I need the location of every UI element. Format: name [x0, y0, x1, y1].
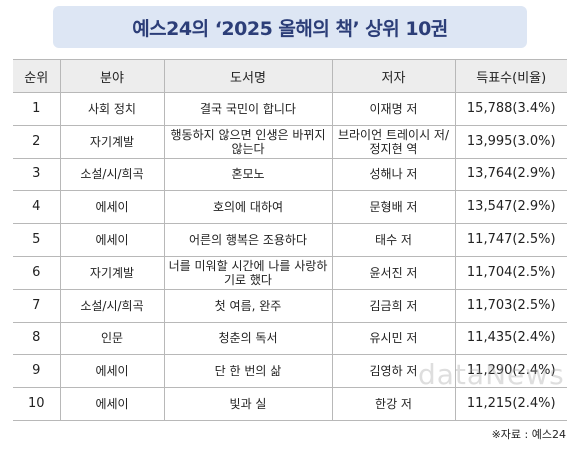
cell-author: 한강 저	[331, 387, 456, 421]
table-row: 1 사회 정치 결국 국민이 합니다 이재명 저 15,788(3.4%)	[13, 92, 567, 126]
cell-rank: 5	[13, 223, 61, 257]
cell-votes: 11,703(2.5%)	[454, 288, 567, 323]
cell-author: 태수 저	[331, 223, 456, 257]
cell-genre: 자기계발	[59, 255, 165, 290]
cell-genre: 인문	[59, 321, 165, 356]
cell-rank: 10	[13, 387, 61, 421]
page-title: 예스24의 ‘2025 올해의 책’ 상위 10권	[132, 17, 448, 40]
cell-book: 단 한 번의 삶	[163, 354, 333, 389]
cell-votes: 11,704(2.5%)	[454, 255, 567, 290]
cell-rank: 1	[13, 92, 61, 126]
cell-book: 결국 국민이 합니다	[163, 92, 333, 126]
cell-genre: 소설/시/희곡	[59, 288, 165, 323]
cell-rank: 2	[13, 124, 61, 159]
table-row: 10 에세이 빛과 실 한강 저 11,215(2.4%)	[13, 387, 567, 421]
table-row: 3 소설/시/희곡 혼모노 성해나 저 13,764(2.9%)	[13, 157, 567, 192]
cell-book: 행동하지 않으면 인생은 바뀌지 않는다	[163, 124, 333, 159]
cell-genre: 에세이	[59, 354, 165, 389]
cell-genre: 에세이	[59, 190, 165, 225]
cell-book: 너를 미워할 시간에 나를 사랑하기로 했다	[163, 255, 333, 290]
cell-rank: 3	[13, 157, 61, 192]
cell-votes: 13,995(3.0%)	[454, 124, 567, 159]
cell-votes: 11,747(2.5%)	[454, 223, 567, 257]
watermark-logo: dataNews	[418, 358, 565, 391]
cell-author: 김영하 저	[331, 354, 456, 389]
table-row: 2 자기계발 행동하지 않으면 인생은 바뀌지 않는다 브라이언 트레이시 저/…	[13, 124, 567, 159]
cell-votes: 11,435(2.4%)	[454, 321, 567, 356]
cell-author: 윤서진 저	[331, 255, 456, 290]
cell-book: 호의에 대하여	[163, 190, 333, 225]
cell-rank: 8	[13, 321, 61, 356]
cell-rank: 7	[13, 288, 61, 323]
table-row: 7 소설/시/희곡 첫 여름, 완주 김금희 저 11,703(2.5%)	[13, 288, 567, 323]
cell-votes: 15,788(3.4%)	[454, 92, 567, 126]
cell-genre: 소설/시/희곡	[59, 157, 165, 192]
cell-book: 혼모노	[163, 157, 333, 192]
header-book: 도서명	[163, 59, 333, 93]
cell-genre: 에세이	[59, 387, 165, 421]
cell-author: 유시민 저	[331, 321, 456, 356]
table-row: 4 에세이 호의에 대하여 문형배 저 13,547(2.9%)	[13, 190, 567, 225]
cell-author: 김금희 저	[331, 288, 456, 323]
header-genre: 분야	[59, 59, 165, 93]
cell-rank: 9	[13, 354, 61, 389]
cell-votes: 13,547(2.9%)	[454, 190, 567, 225]
cell-genre: 에세이	[59, 223, 165, 257]
cell-book: 청춘의 독서	[163, 321, 333, 356]
cell-votes: 11,215(2.4%)	[454, 387, 567, 421]
cell-book: 빛과 실	[163, 387, 333, 421]
table-row: 6 자기계발 너를 미워할 시간에 나를 사랑하기로 했다 윤서진 저 11,7…	[13, 255, 567, 290]
header-votes: 득표수(비율)	[454, 59, 567, 93]
table-row: 8 인문 청춘의 독서 유시민 저 11,435(2.4%)	[13, 321, 567, 356]
cell-rank: 6	[13, 255, 61, 290]
cell-genre: 사회 정치	[59, 92, 165, 126]
ranking-table: 순위 분야 도서명 저자 득표수(비율) 1 사회 정치 결국 국민이 합니다 …	[13, 59, 567, 421]
cell-author: 이재명 저	[331, 92, 456, 126]
cell-votes: 13,764(2.9%)	[454, 157, 567, 192]
table-header-row: 순위 분야 도서명 저자 득표수(비율)	[13, 59, 567, 93]
cell-author: 문형배 저	[331, 190, 456, 225]
header-author: 저자	[331, 59, 456, 93]
source-note: ※자료 : 예스24	[491, 428, 566, 441]
cell-rank: 4	[13, 190, 61, 225]
title-banner: 예스24의 ‘2025 올해의 책’ 상위 10권	[53, 6, 527, 48]
cell-genre: 자기계발	[59, 124, 165, 159]
header-rank: 순위	[13, 59, 61, 93]
cell-author: 성해나 저	[331, 157, 456, 192]
cell-book: 첫 여름, 완주	[163, 288, 333, 323]
cell-author: 브라이언 트레이시 저/정지현 역	[331, 124, 456, 159]
table-row: 5 에세이 어른의 행복은 조용하다 태수 저 11,747(2.5%)	[13, 223, 567, 257]
cell-book: 어른의 행복은 조용하다	[163, 223, 333, 257]
